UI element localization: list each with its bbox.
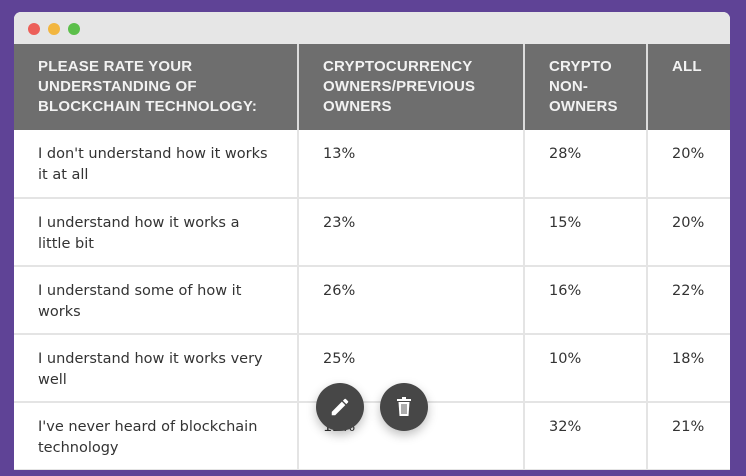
column-header: CRYPTO NON-OWNERS [524, 44, 648, 130]
value-cell: 15% [524, 198, 648, 267]
answer-cell: I don't understand how it works it at al… [14, 130, 299, 199]
column-header: CRYPTOCURRENCY OWNERS/PREVIOUS OWNERS [298, 44, 525, 130]
value-cell: 13% [298, 130, 525, 199]
answer-cell: I understand some of how it works [14, 266, 299, 335]
value-cell: 22% [647, 266, 730, 335]
value-cell: 18% [647, 334, 730, 403]
table-row: I don't understand how it works it at al… [14, 130, 730, 199]
value-cell: 20% [647, 198, 730, 267]
edit-button[interactable] [316, 383, 364, 431]
value-cell: 20% [647, 130, 730, 199]
answer-cell: I understand how it works a little bit [14, 198, 299, 267]
value-cell: 16% [524, 266, 648, 335]
survey-table: PLEASE RATE YOUR UNDERSTANDING OF BLOCKC… [14, 44, 730, 470]
close-button[interactable] [28, 23, 40, 35]
value-cell: 26% [298, 266, 525, 335]
value-cell: 10% [524, 334, 648, 403]
maximize-button[interactable] [68, 23, 80, 35]
answer-cell: I've never heard of blockchain technolog… [14, 402, 299, 470]
column-header: PLEASE RATE YOUR UNDERSTANDING OF BLOCKC… [14, 44, 299, 130]
header-row: PLEASE RATE YOUR UNDERSTANDING OF BLOCKC… [14, 44, 730, 130]
pencil-icon [331, 398, 349, 416]
title-bar [14, 12, 730, 44]
value-cell: 28% [524, 130, 648, 199]
delete-button[interactable] [380, 383, 428, 431]
table-row: I understand how it works a little bit 23… [14, 198, 730, 267]
value-cell: 23% [298, 198, 525, 267]
app-window: PLEASE RATE YOUR UNDERSTANDING OF BLOCKC… [14, 12, 730, 470]
minimize-button[interactable] [48, 23, 60, 35]
answer-cell: I understand how it works very well [14, 334, 299, 403]
table-row: I understand how it works very well 25% 10… [14, 334, 730, 403]
value-cell: 21% [647, 402, 730, 470]
table-row: I understand some of how it works 26% 16% 2… [14, 266, 730, 335]
table-row: I've never heard of blockchain technolog… [14, 402, 730, 470]
value-cell: 32% [524, 402, 648, 470]
trash-icon [397, 397, 411, 416]
column-header: ALL [647, 44, 730, 130]
